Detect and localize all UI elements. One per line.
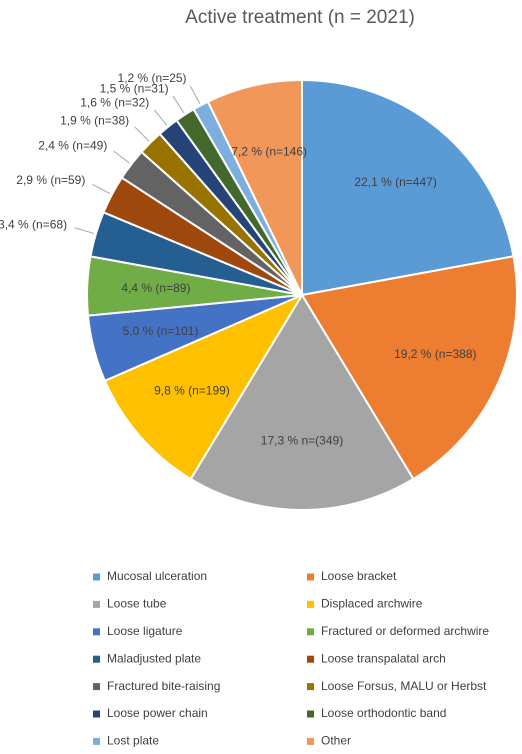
data-label: 3,4 % (n=68) — [0, 218, 67, 232]
data-label: 19,2 % (n=388) — [394, 347, 476, 361]
leader-line — [172, 95, 185, 114]
pie-slice — [300, 255, 518, 481]
data-label: 1,5 % (n=31) — [100, 82, 169, 96]
legend-swatch — [307, 573, 314, 581]
data-label: 17,3 % n=(349) — [261, 433, 343, 447]
legend-swatch — [307, 628, 314, 636]
leader-line — [113, 150, 130, 164]
legend-swatch — [307, 655, 314, 663]
data-label: 9,8 % (n=199) — [154, 383, 230, 397]
leader-line — [134, 126, 150, 142]
data-label: 1,2 % (n=25) — [118, 71, 187, 85]
legend-swatch — [93, 628, 100, 636]
pie-slice — [301, 78, 515, 297]
data-label: 1,6 % (n=32) — [80, 96, 149, 110]
leader-line — [153, 109, 168, 126]
data-label: 2,4 % (n=49) — [38, 138, 107, 152]
legend-label: Loose tube — [107, 597, 167, 611]
data-label: 5,0 % (n=101) — [123, 324, 199, 338]
legend-swatch — [307, 683, 314, 691]
legend-swatch — [93, 710, 100, 718]
leader-line — [189, 85, 201, 104]
legend-label: Loose ligature — [107, 624, 183, 638]
legend-swatch — [307, 710, 314, 718]
data-label: 7,2 % (n=146) — [231, 145, 307, 159]
data-label: 1,9 % (n=38) — [60, 114, 129, 128]
legend-label: Loose bracket — [321, 569, 397, 583]
legend-label: Displaced archwire — [321, 597, 423, 611]
legend-label: Lost plate — [107, 734, 159, 748]
legend-label: Loose transpalatal arch — [321, 651, 446, 665]
legend-swatch — [307, 600, 314, 608]
leader-line — [74, 227, 95, 234]
legend-swatch — [307, 737, 314, 745]
legend-label: Loose power chain — [107, 706, 208, 720]
data-label: 2,9 % (n=59) — [16, 173, 85, 187]
legend-swatch — [93, 683, 100, 691]
legend-label: Fractured or deformed archwire — [321, 624, 489, 638]
legend-label: Loose orthodontic band — [321, 706, 446, 720]
legend-swatch — [93, 655, 100, 663]
legend-swatch — [93, 737, 100, 745]
pie-slice — [206, 78, 303, 296]
data-label: 22,1 % (n=447) — [354, 175, 436, 189]
leader-line — [92, 183, 111, 195]
chart-title: Active treatment (n = 2021) — [185, 7, 415, 28]
legend-label: Mucosal ulceration — [107, 569, 207, 583]
legend-label: Fractured bite-raising — [107, 679, 220, 693]
legend-label: Maladjusted plate — [107, 651, 201, 665]
legend-swatch — [93, 600, 100, 608]
legend-label: Other — [321, 734, 351, 748]
legend-label: Loose Forsus, MALU or Herbst — [321, 679, 487, 693]
pie-slice — [189, 293, 415, 511]
data-label: 4,4 % (n=89) — [121, 281, 190, 295]
legend-swatch — [93, 573, 100, 581]
pie-slice — [103, 292, 305, 481]
